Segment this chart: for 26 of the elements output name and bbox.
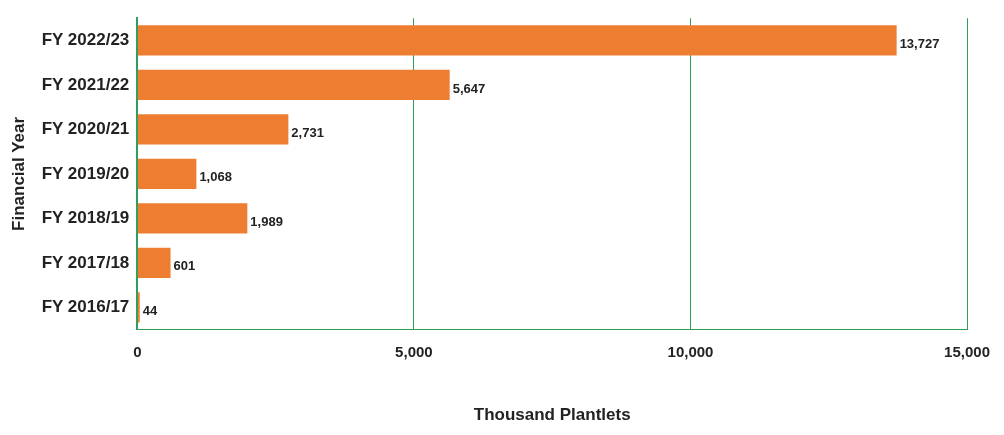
y-tick-label: FY 2022/23 [41,30,130,50]
data-label: 13,727 [899,36,940,52]
x-tick-label: 15,000 [944,342,991,360]
bar [137,114,289,145]
data-label: 5,647 [452,80,486,96]
data-label: 2,731 [291,124,324,140]
bar [137,69,450,101]
y-tick-label: FY 2018/19 [41,208,130,228]
data-label: 1,068 [199,169,232,185]
y-axis-title: Financial Year [8,116,28,231]
x-tick-label: 10,000 [667,342,714,360]
data-label: 1,989 [250,213,283,229]
bar [137,158,197,190]
y-tick-label: FY 2017/18 [41,252,130,272]
bar [137,203,248,234]
bar [137,25,897,56]
y-tick-label: FY 2021/22 [41,74,130,94]
data-label: 601 [173,258,196,274]
y-tick-label: FY 2016/17 [41,297,130,317]
x-axis-title: Thousand Plantlets [473,405,631,425]
y-tick-label: FY 2020/21 [41,119,130,139]
x-tick-label: 0 [133,342,142,360]
x-tick-label: 5,000 [395,342,433,360]
data-label: 44 [142,302,158,318]
bar [137,247,171,278]
y-tick-label: FY 2019/20 [41,163,130,183]
